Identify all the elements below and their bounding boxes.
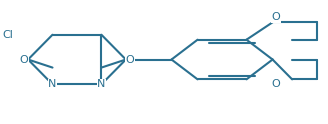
- Text: Cl: Cl: [3, 30, 13, 40]
- Text: O: O: [19, 55, 28, 64]
- Text: O: O: [126, 55, 134, 64]
- Text: N: N: [48, 79, 57, 89]
- Text: O: O: [272, 79, 280, 89]
- Text: N: N: [97, 79, 106, 89]
- Text: O: O: [272, 12, 280, 22]
